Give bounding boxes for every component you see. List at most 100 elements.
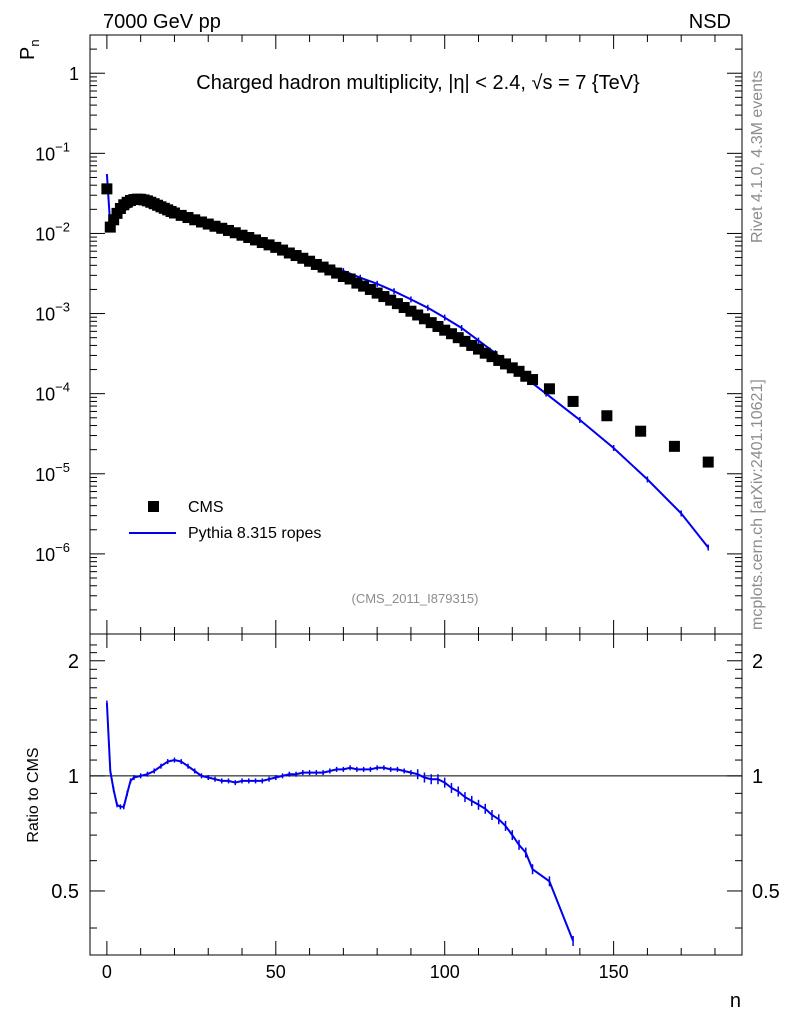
cms-data-point <box>270 241 282 253</box>
cms-data-point <box>418 313 430 325</box>
cms-data-point <box>398 302 410 314</box>
y-tick-label: 10−6 <box>35 540 70 565</box>
x-tick-label: 100 <box>430 962 460 982</box>
legend: CMS Pythia 8.315 ropes <box>129 499 321 542</box>
cms-data-point <box>229 227 241 239</box>
cms-data-point <box>195 216 207 228</box>
cms-data-point <box>168 207 180 219</box>
cms-data-point <box>324 264 336 276</box>
ratio-y-tick-label-right: 2 <box>752 651 763 673</box>
cms-data-point <box>439 324 451 336</box>
cms-data-point <box>472 343 484 355</box>
cms-data-point <box>256 237 268 249</box>
y-tick-label-base: 10 <box>35 305 55 325</box>
cms-data-point <box>391 298 403 310</box>
y-tick-label-base: 10 <box>35 545 55 565</box>
ratio-series-line <box>105 703 575 942</box>
cms-data-point <box>297 252 309 264</box>
cms-data-point <box>452 332 464 344</box>
ratio-plot-panel: 0 50 100 150 0.5 0.5 1 1 2 2 <box>51 633 780 982</box>
ratio-frame <box>89 633 743 956</box>
cms-data-point <box>668 440 680 452</box>
cms-data-point <box>277 244 289 256</box>
cms-data-point <box>459 335 471 347</box>
y-tick-label: 10−1 <box>35 139 70 164</box>
y-tick-label: 10−3 <box>35 300 70 325</box>
cms-data-point <box>337 271 349 283</box>
y-axis-label-subscript: n <box>27 39 42 46</box>
cms-data-point <box>104 221 116 233</box>
y-tick-label-exponent: −1 <box>55 139 70 154</box>
cms-data-point <box>445 328 457 340</box>
cms-data-point <box>486 351 498 363</box>
cms-data-point <box>209 220 221 232</box>
cms-data-point <box>189 214 201 226</box>
cms-data-point <box>202 218 214 230</box>
cms-data-point <box>567 395 579 407</box>
cms-data-point <box>520 370 532 382</box>
ratio-y-label: Ratio to CMS <box>25 747 42 842</box>
cms-data-point <box>250 234 262 246</box>
cms-data-point <box>479 347 491 359</box>
y-tick-label-base: 10 <box>35 224 55 244</box>
cms-data-point <box>493 354 505 366</box>
cms-data-point <box>358 280 370 292</box>
y-tick-label-exponent: −6 <box>55 540 70 555</box>
cms-data-point <box>108 214 120 226</box>
y-tick-label-exponent: −2 <box>55 219 70 234</box>
cms-data-point <box>223 224 235 236</box>
main-chart-title: Charged hadron multiplicity, |η| < 2.4, … <box>196 72 640 94</box>
cms-data-point <box>412 309 424 321</box>
ratio-y-tick-label-right: 0.5 <box>752 881 780 903</box>
y-tick-label-base: 10 <box>35 144 55 164</box>
cms-data-point <box>236 229 248 241</box>
y-tick-label: 10−5 <box>35 460 70 485</box>
y-tick-label: 10−4 <box>35 380 70 405</box>
ratio-y-tick-label-left: 0.5 <box>51 881 79 903</box>
cms-data-point <box>351 277 363 289</box>
cms-data-point <box>364 283 376 295</box>
y-tick-label-exponent: −3 <box>55 300 70 315</box>
x-tick-label: 50 <box>266 962 286 982</box>
legend-label-pythia: Pythia 8.315 ropes <box>188 525 321 542</box>
cms-data-point <box>344 273 356 285</box>
cms-data-point <box>513 365 525 377</box>
header-left-label: 7000 GeV pp <box>103 11 221 33</box>
ratio-y-tick-label-left: 1 <box>68 766 79 788</box>
y-tick-label: 1 <box>69 64 79 84</box>
header-right-label: NSD <box>689 11 731 33</box>
cms-data-point <box>182 212 194 224</box>
cms-data-point <box>506 362 518 374</box>
y-axis-label: Pn <box>17 39 42 60</box>
cms-data-point <box>216 222 228 234</box>
cms-data-point <box>317 261 329 273</box>
cms-data-point <box>290 250 302 262</box>
y-tick-label-exponent: −5 <box>55 460 70 475</box>
cms-data-point <box>378 291 390 303</box>
main-frame <box>89 34 743 635</box>
cms-data-point <box>702 456 714 468</box>
legend-label-cms: CMS <box>188 499 224 516</box>
cms-data-point <box>527 374 539 386</box>
y-tick-label-exponent: −4 <box>55 380 70 395</box>
analysis-label: (CMS_2011_I879315) <box>352 591 479 606</box>
cms-data-point <box>175 209 187 221</box>
cms-data-point <box>283 247 295 259</box>
x-axis-label: n <box>730 990 741 1012</box>
cms-data-point <box>466 339 478 351</box>
pythia-series-line <box>105 174 709 549</box>
ratio-y-tick-label-right: 1 <box>752 766 763 788</box>
cms-data-point <box>304 255 316 267</box>
cms-data-point <box>243 231 255 243</box>
cms-data-point <box>263 239 275 251</box>
cms-data-point <box>543 383 555 395</box>
y-tick-label: 10−2 <box>35 219 70 244</box>
cms-data-point <box>371 287 383 299</box>
main-plot-panel: 110−110−210−310−410−510−6 <box>35 34 743 635</box>
ratio-y-tick-label-left: 2 <box>68 651 79 673</box>
cms-data-point <box>310 258 322 270</box>
cms-data-point <box>425 317 437 329</box>
x-tick-label: 150 <box>599 962 629 982</box>
y-tick-label-base: 10 <box>35 385 55 405</box>
